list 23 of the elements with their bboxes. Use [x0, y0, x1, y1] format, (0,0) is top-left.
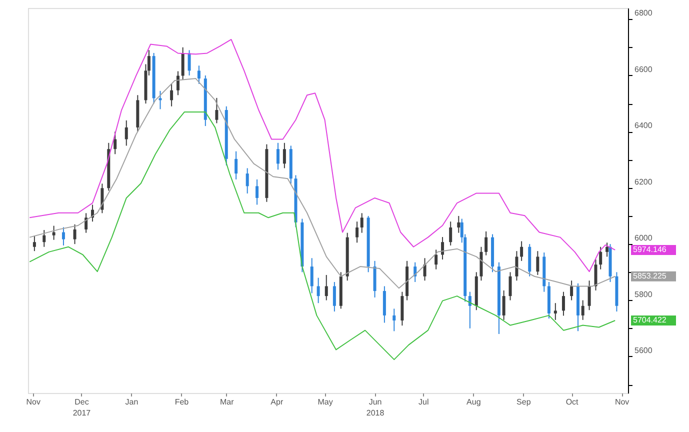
x-tick-label: May [318, 398, 333, 406]
x-tick-label: Apr [270, 398, 284, 406]
y-tick-label: 6800 [634, 8, 653, 18]
x-tick-label: Feb [174, 398, 190, 406]
x-tick-label: Nov [614, 398, 630, 406]
x-tick-label: Mar [220, 398, 234, 406]
text: 5853.225 [633, 271, 667, 280]
y-tick-label: 6600 [634, 64, 653, 74]
x-tick-label: Jan [125, 398, 138, 406]
x-tick-label: Jul [418, 398, 429, 406]
y-tick-label: 5800 [634, 290, 653, 299]
y-tick-label: 5600 [634, 346, 653, 355]
y-tick-label: 6200 [634, 177, 653, 186]
text: 5974.146 [633, 244, 667, 254]
x-tick-label: Dec 2017 [72, 398, 92, 418]
x-tick-label: Jun 2018 [366, 398, 385, 418]
x-tick-label: Sep [516, 398, 532, 406]
y-tick-label: 6400 [634, 121, 653, 130]
x-tick-label: Aug [466, 398, 481, 406]
x-tick-label: Nov [26, 398, 40, 406]
x-tick-label: Oct [566, 398, 580, 406]
text: 5704.422 [633, 315, 667, 324]
y-tick-label: 6000 [634, 234, 653, 243]
